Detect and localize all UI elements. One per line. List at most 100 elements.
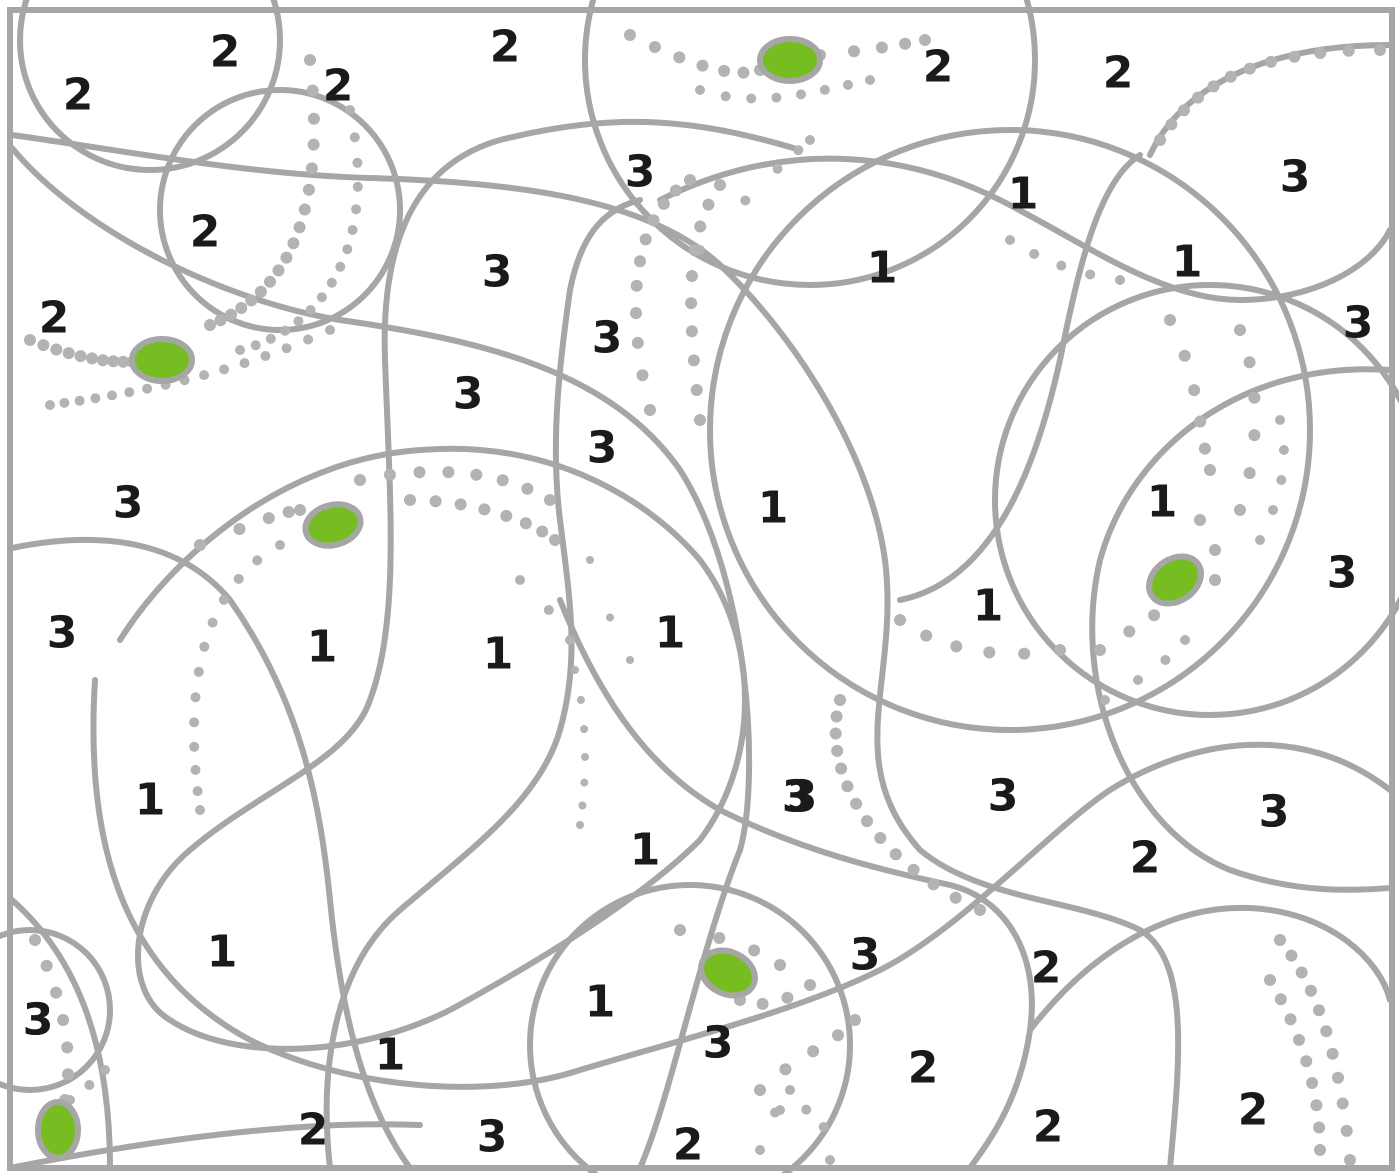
- boundary-curve: [9, 897, 113, 1171]
- region-number-label: 2: [190, 207, 221, 258]
- trail-dot: [674, 924, 686, 936]
- boundary-curve: [9, 132, 1182, 1171]
- trail-dot: [894, 614, 906, 626]
- trail-dot: [1320, 1025, 1333, 1038]
- trail-dot: [59, 397, 70, 408]
- green-seed-icon: [698, 947, 758, 999]
- trail-dot: [225, 308, 237, 321]
- trail-dot: [265, 333, 276, 344]
- trail-dot: [685, 270, 698, 282]
- region-number-label: 2: [1130, 833, 1161, 884]
- trail-dot: [50, 986, 63, 999]
- trail-dot: [100, 1065, 110, 1075]
- trail-dot: [515, 575, 525, 585]
- trail-dot: [565, 635, 575, 645]
- diagram-frame: [7, 7, 1395, 1171]
- trail-dot: [832, 1029, 844, 1042]
- trail-dot: [262, 512, 275, 525]
- trail-dot: [281, 343, 292, 354]
- trail-dot: [606, 613, 614, 622]
- trail-dot: [199, 641, 210, 652]
- trail-dot: [850, 797, 863, 810]
- boundary-curve: [657, 155, 1393, 304]
- region-number-label: 2: [1033, 1102, 1064, 1153]
- trail-dot: [1207, 80, 1220, 93]
- boundary-curve: [582, 0, 1038, 288]
- trail-dot: [306, 84, 319, 97]
- trail-dot: [740, 195, 751, 206]
- trail-dot: [1178, 349, 1191, 362]
- boundary-curve: [9, 145, 753, 1171]
- boundary-curve: [557, 597, 1035, 1171]
- region-number-label: 3: [482, 247, 513, 298]
- trail-dot: [1188, 384, 1201, 397]
- trail-dot: [793, 145, 804, 156]
- trail-dot: [199, 370, 210, 381]
- trail-dot: [413, 466, 426, 479]
- trail-dot: [781, 991, 794, 1004]
- trail-dot: [252, 555, 263, 566]
- trail-dot: [1123, 625, 1136, 638]
- region-number-label: 3: [1327, 548, 1358, 599]
- trail-dot: [696, 59, 709, 72]
- trail-dot: [345, 105, 355, 115]
- trail-dot: [974, 904, 986, 916]
- trail-dot: [190, 692, 201, 703]
- region-number-label: 3: [850, 930, 881, 981]
- trail-dot: [29, 934, 41, 946]
- region-number-label: 1: [1008, 169, 1039, 220]
- trail-dot: [578, 801, 587, 810]
- trail-dot: [779, 1063, 792, 1076]
- region-number-label: 2: [908, 1043, 939, 1094]
- trail-dot: [500, 509, 513, 522]
- region-number-label: 2: [1130, 833, 1161, 884]
- trail-dot: [195, 805, 205, 815]
- region-number-label: 1: [1147, 477, 1178, 528]
- trail-dot: [294, 504, 306, 516]
- trail-dot: [581, 752, 589, 761]
- trail-dot: [907, 863, 920, 876]
- trail-dot: [875, 41, 888, 54]
- trail-dot: [647, 214, 660, 227]
- trail-dot: [1285, 949, 1298, 962]
- trail-dot: [1284, 1013, 1297, 1026]
- trail-dot: [1304, 984, 1317, 997]
- trail-dot: [190, 764, 201, 775]
- trail-dot: [496, 474, 509, 487]
- trail-dot: [807, 1045, 820, 1058]
- green-seed-icon: [757, 36, 823, 84]
- trail-dot: [1293, 1033, 1305, 1046]
- boundary-curve: [117, 118, 803, 1052]
- trail-dot: [305, 162, 318, 175]
- trail-dot: [1248, 429, 1261, 442]
- trail-dot: [785, 1085, 795, 1095]
- trail-dot: [280, 251, 293, 264]
- green-seed-icon: [35, 1099, 81, 1161]
- trail-dot: [245, 294, 258, 307]
- trail-dot: [983, 646, 996, 659]
- trail-dot: [275, 540, 285, 550]
- trail-dot: [690, 384, 703, 396]
- trail-dot: [1332, 1071, 1344, 1084]
- trail-dot: [62, 1068, 74, 1081]
- trail-dot: [805, 135, 815, 145]
- trail-dot: [634, 255, 646, 268]
- region-number-label: 3: [477, 1112, 508, 1163]
- trail-dot: [96, 354, 109, 367]
- region-number-label: 3: [1259, 787, 1290, 838]
- trail-dot: [316, 292, 327, 303]
- trail-dot: [685, 297, 698, 310]
- trail-dot: [352, 181, 363, 192]
- trail-dot: [1300, 1055, 1313, 1068]
- trail-dot: [235, 302, 248, 314]
- trail-dot: [694, 414, 706, 426]
- region-number-label: 1: [867, 243, 898, 294]
- trail-dot: [848, 45, 860, 58]
- trail-dot: [825, 1155, 835, 1165]
- trail-dot: [695, 85, 705, 95]
- trail-dot: [194, 539, 206, 551]
- trail-dot: [718, 64, 731, 77]
- trail-dot: [326, 277, 337, 288]
- trail-dot: [899, 37, 912, 50]
